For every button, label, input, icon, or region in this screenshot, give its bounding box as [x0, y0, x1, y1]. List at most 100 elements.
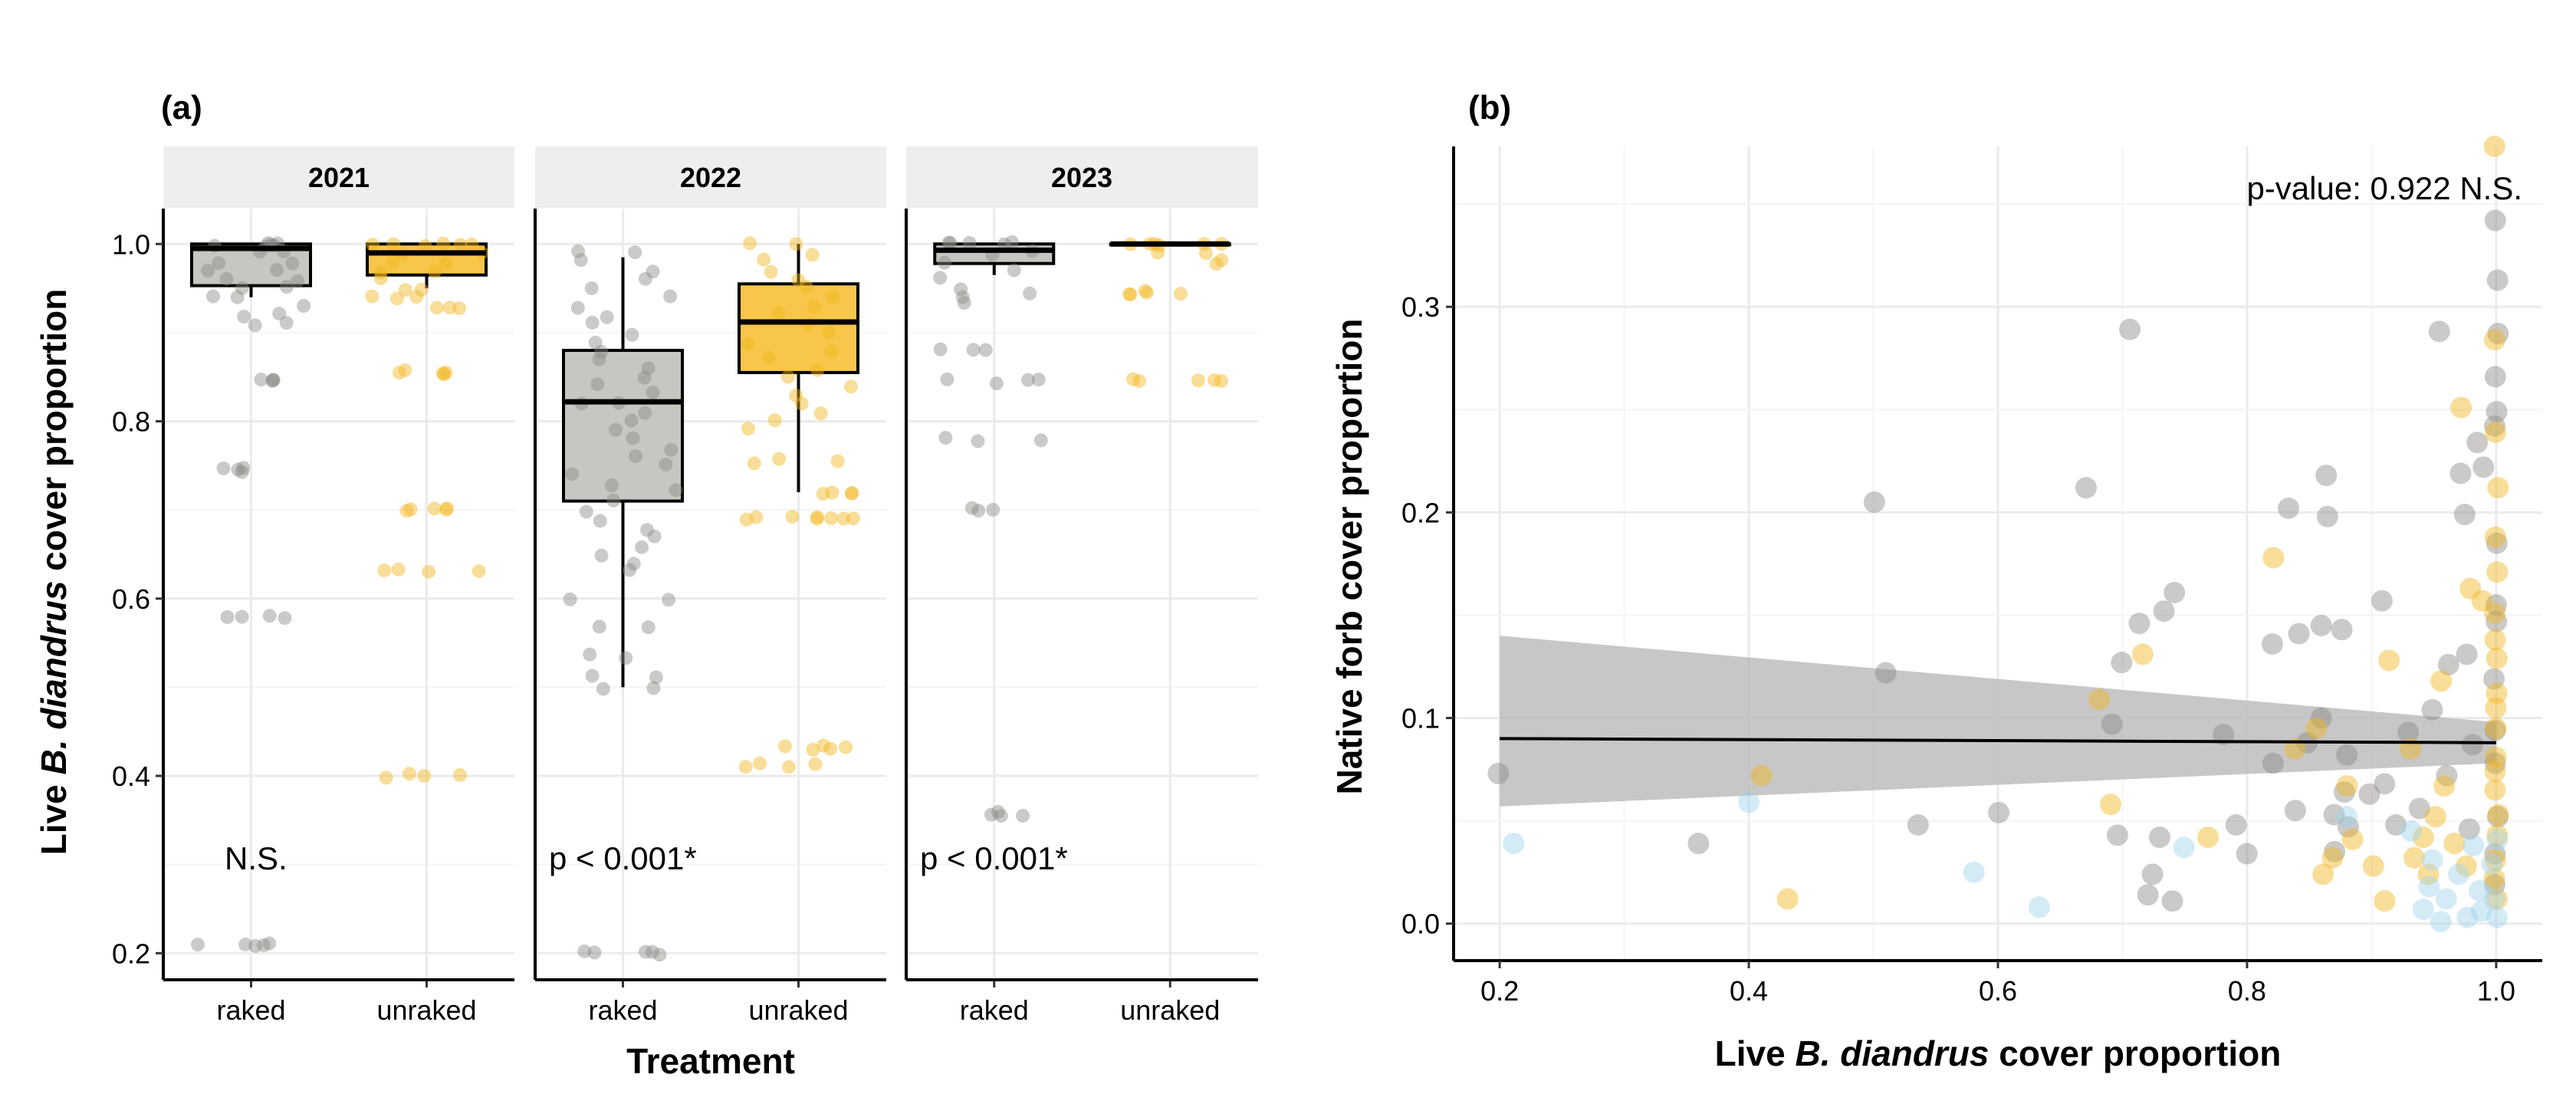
data-point [439, 256, 453, 271]
data-point [231, 462, 245, 477]
data-point [584, 281, 599, 295]
scatter-point [2484, 779, 2506, 801]
scatter-point [2421, 849, 2443, 871]
scatter-point [2284, 738, 2306, 760]
scatter-point [2463, 834, 2485, 856]
scatter-point [2483, 415, 2505, 437]
scatter-point [2484, 421, 2506, 443]
scatter-point [2443, 833, 2466, 855]
data-point [379, 770, 393, 785]
data-point [577, 944, 592, 958]
scatter-point [2119, 318, 2141, 340]
data-point [571, 244, 586, 258]
scatter-point [2310, 614, 2332, 636]
scatter-point [2305, 717, 2328, 739]
data-point [230, 290, 245, 304]
data-point [663, 289, 678, 304]
data-point [799, 279, 813, 294]
scatter-point [2412, 826, 2434, 849]
data-point [219, 271, 234, 286]
scatter-point [2153, 600, 2175, 623]
box-iqr-raked [933, 242, 1056, 265]
scatter-point [2336, 775, 2358, 797]
box-iqr-unraked [738, 282, 859, 374]
scatter-point [2486, 400, 2508, 422]
box-iqr-unraked [366, 242, 488, 277]
data-point [810, 363, 825, 377]
data-point [398, 283, 412, 297]
data-point [594, 344, 609, 359]
data-point [439, 501, 454, 515]
data-point [966, 343, 981, 357]
scatter-point [2485, 697, 2507, 719]
data-point [659, 457, 673, 472]
x-tick-label: unraked [1120, 994, 1220, 1026]
data-point [465, 237, 479, 251]
data-point [738, 760, 753, 774]
data-point [235, 610, 249, 624]
data-point [626, 431, 640, 445]
data-point [741, 337, 755, 351]
data-point [646, 386, 660, 400]
panel-b-x-axis-title: Live B. diandrus cover proportion [1715, 1033, 2282, 1073]
scatter-point [2397, 721, 2420, 744]
data-point [749, 510, 764, 524]
scatter-point [2486, 828, 2509, 850]
scatter-point [1487, 762, 1510, 784]
scatter-point [2459, 577, 2482, 600]
scatter-point [2315, 465, 2338, 487]
data-point [585, 669, 600, 683]
data-point [285, 256, 300, 271]
data-point [472, 564, 486, 578]
scatter-point [2335, 806, 2358, 828]
data-point [839, 740, 853, 754]
data-point [810, 511, 824, 526]
data-point [248, 318, 262, 333]
scatter-point [2284, 800, 2306, 822]
scatter-point [1750, 764, 1773, 787]
scatter-point [2341, 828, 2364, 850]
scatter-point [2421, 698, 2443, 721]
data-point [1151, 245, 1165, 260]
data-point [843, 380, 858, 394]
scatter-point [2486, 269, 2509, 291]
y-tick-label: 0.6 [112, 583, 150, 615]
data-point [955, 290, 970, 304]
scatter-point [2236, 843, 2258, 865]
data-point [579, 504, 593, 519]
data-point [437, 367, 452, 382]
data-point [991, 804, 1005, 819]
data-point [373, 271, 388, 285]
data-point [641, 620, 656, 635]
data-point [422, 564, 436, 579]
facet-2021-plot: raked unraked [162, 209, 514, 1026]
scatter-point [2453, 504, 2476, 526]
data-point [403, 502, 418, 517]
data-point [272, 307, 287, 321]
data-point [954, 282, 968, 297]
data-point [278, 611, 292, 626]
scatter-point [2487, 323, 2509, 345]
scatter-point [2321, 846, 2344, 869]
data-point [805, 248, 820, 262]
data-point [844, 486, 859, 501]
data-point [971, 434, 985, 449]
data-point [435, 366, 450, 381]
data-point [1209, 257, 1224, 271]
data-point [427, 264, 442, 279]
data-point [570, 301, 585, 315]
scatter-point [2456, 906, 2479, 928]
data-point [608, 422, 623, 437]
data-point [941, 235, 956, 250]
data-point [565, 467, 580, 481]
scatter-point [2137, 884, 2159, 906]
scatter-point [2324, 840, 2346, 863]
x-tick-label: 0.8 [2228, 975, 2266, 1007]
data-point [279, 316, 294, 330]
data-point [628, 245, 642, 260]
scatter-point [2486, 824, 2509, 846]
facet-strip-2021 [163, 146, 514, 208]
data-point [824, 511, 839, 525]
data-point [418, 238, 432, 253]
data-point [1007, 263, 1021, 278]
